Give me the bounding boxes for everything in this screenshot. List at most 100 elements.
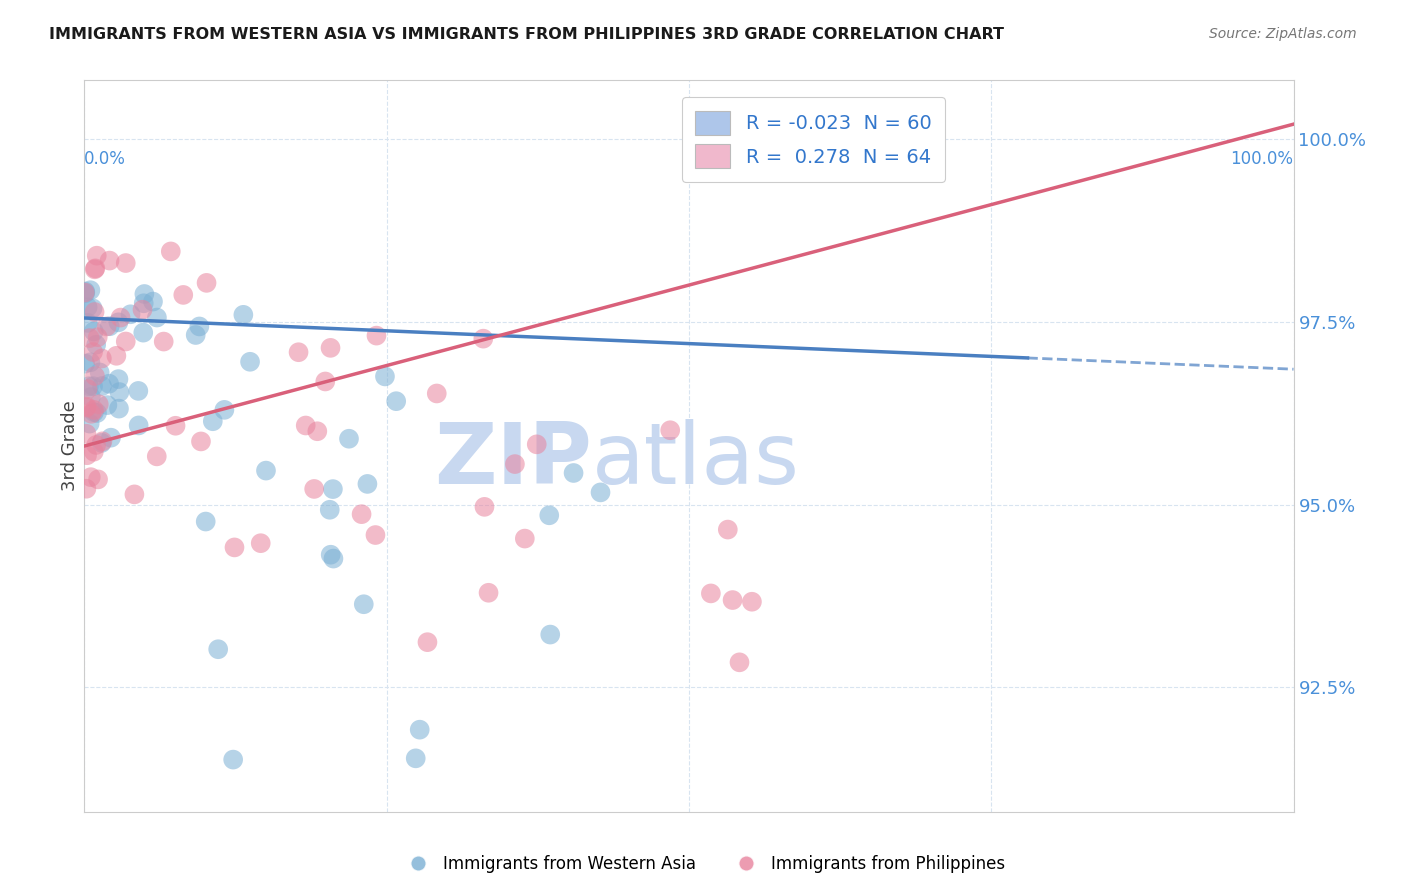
Point [107,315,129,329]
Point [87,397,110,411]
Point [77,379,100,393]
Point [96,398,118,412]
Point [98,253,121,268]
Point [364,528,387,542]
Point [319,341,342,355]
Text: IMMIGRANTS FROM WESTERN ASIA VS IMMIGRANTS FROM PHILIPPINES 3RD GRADE CORRELATIO: IMMIGRANTS FROM WESTERN ASIA VS IMMIGRAN… [49,27,1004,42]
Point [188,319,211,334]
Point [132,296,155,310]
Point [409,723,432,737]
Point [83,405,105,419]
Point [75,401,97,415]
Point [159,244,181,259]
Point [589,485,612,500]
Point [224,541,246,555]
Text: Source: ZipAtlas.com: Source: ZipAtlas.com [1209,27,1357,41]
Point [201,414,224,428]
Point [152,334,174,349]
Point [73,285,96,300]
Text: ZIP: ZIP [434,419,592,502]
Point [110,310,132,325]
Point [83,444,105,458]
Point [86,406,108,420]
Point [207,642,229,657]
Point [89,366,111,380]
Text: 100.0%: 100.0% [1230,150,1294,168]
Point [79,283,101,297]
Point [84,261,107,276]
Point [350,507,373,521]
Point [132,326,155,340]
Point [134,287,156,301]
Text: atlas: atlas [592,419,800,502]
Point [120,307,142,321]
Legend: Immigrants from Western Asia, Immigrants from Philippines: Immigrants from Western Asia, Immigrants… [395,848,1011,880]
Point [249,536,271,550]
Point [131,302,153,317]
Point [90,436,112,450]
Point [405,751,427,765]
Point [287,345,309,359]
Point [90,351,112,366]
Point [239,355,262,369]
Point [513,532,536,546]
Point [98,376,121,391]
Point [86,249,108,263]
Point [80,390,103,404]
Point [700,586,723,600]
Point [538,627,561,641]
Point [337,432,360,446]
Point [146,310,169,325]
Point [562,466,585,480]
Point [356,477,378,491]
Point [172,288,194,302]
Point [82,301,104,316]
Point [80,407,103,421]
Point [322,482,344,496]
Point [76,382,98,396]
Point [76,316,98,330]
Point [319,548,342,562]
Point [659,423,682,437]
Point [124,487,146,501]
Point [314,375,336,389]
Point [741,595,763,609]
Point [80,470,103,484]
Point [374,369,396,384]
Point [254,464,277,478]
Point [307,424,329,438]
Point [79,331,101,345]
Point [195,276,218,290]
Point [76,448,98,462]
Point [322,551,344,566]
Point [538,508,561,523]
Point [728,656,751,670]
Point [222,753,245,767]
Point [145,450,167,464]
Point [294,418,316,433]
Point [83,325,105,339]
Point [82,345,104,359]
Point [76,300,98,314]
Point [75,357,97,371]
Point [114,334,136,349]
Point [100,431,122,445]
Point [107,372,129,386]
Point [108,385,131,400]
Point [232,308,254,322]
Point [83,305,105,319]
Point [194,515,217,529]
Point [76,400,98,414]
Point [721,593,744,607]
Point [426,386,449,401]
Point [87,330,110,344]
Text: 0.0%: 0.0% [84,150,127,168]
Point [98,319,121,334]
Point [91,434,114,449]
Point [87,472,110,486]
Point [302,482,325,496]
Point [717,523,740,537]
Point [96,319,118,334]
Legend: R = -0.023  N = 60, R =  0.278  N = 64: R = -0.023 N = 60, R = 0.278 N = 64 [682,97,945,182]
Point [75,426,97,441]
